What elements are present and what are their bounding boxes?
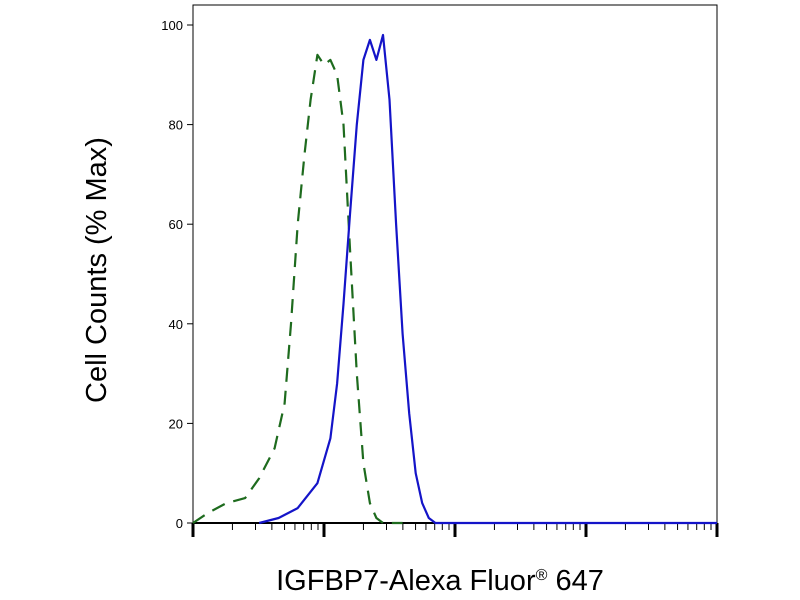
y-tick-label: 40 [169, 317, 183, 332]
y-axis-label: Cell Counts (% Max) [81, 137, 113, 403]
y-tick-label: 0 [176, 516, 183, 531]
plot-frame [192, 4, 718, 524]
series-1-line [258, 33, 717, 525]
y-tick-label: 20 [169, 416, 183, 431]
y-tick-label: 80 [169, 118, 183, 133]
y-tick-label: 100 [161, 18, 183, 33]
x-axis-label: IGFBP7-Alexa Fluor® 647 [276, 565, 604, 597]
series-0-line [192, 53, 403, 525]
y-tick-label: 60 [169, 217, 183, 232]
